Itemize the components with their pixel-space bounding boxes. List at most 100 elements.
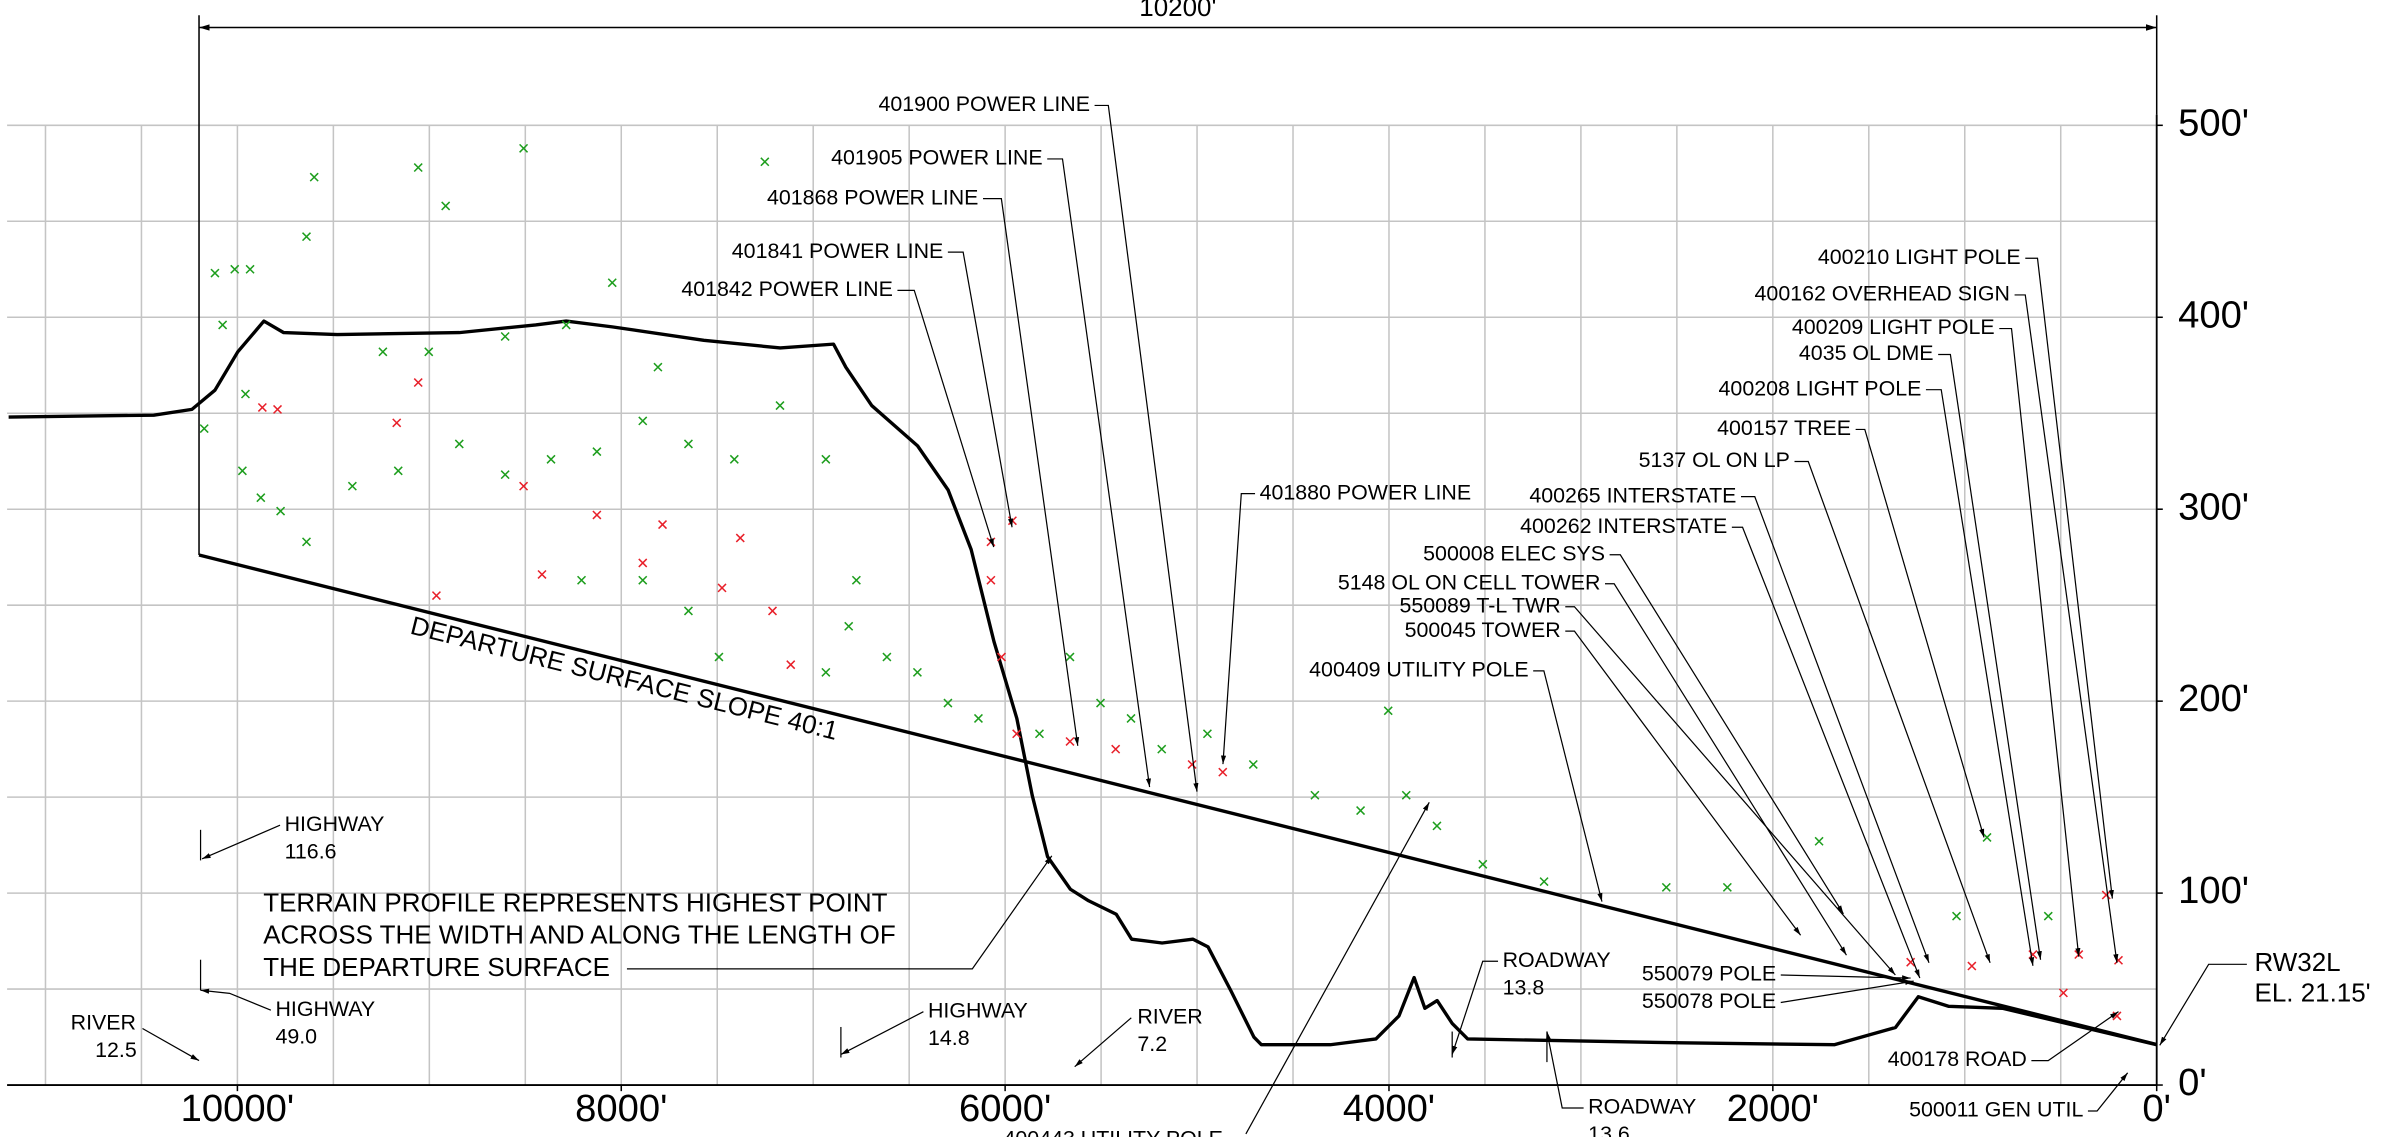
annotation-label: HIGHWAY <box>275 997 375 1021</box>
annotation-label: HIGHWAY <box>285 812 385 836</box>
leader-line <box>1925 389 2035 966</box>
annotation-label: 401905 POWER LINE <box>831 146 1042 170</box>
annotation-label: 5137 OL ON LP <box>1639 448 1790 472</box>
obstacle-marker <box>301 232 312 242</box>
annotation-label: 550089 T-L TWR <box>1400 593 1561 617</box>
obstacle-marker <box>638 416 648 426</box>
annotation-label: 14.8 <box>928 1026 970 1050</box>
leader-line <box>983 198 1080 746</box>
annotation-label: EL. 21.15' <box>2255 978 2371 1008</box>
obstacle-marker <box>1248 759 1258 770</box>
obstacle-marker <box>245 264 255 274</box>
surface-label: DEPARTURE SURFACE SLOPE 40:1 <box>408 610 841 746</box>
annotation-label: 500008 ELEC SYS <box>1423 541 1605 565</box>
dimension-label: 10200' <box>1139 0 1216 22</box>
obstacle-marker <box>519 143 529 153</box>
obstacle-marker <box>577 575 587 585</box>
obstacle-marker <box>546 454 556 464</box>
annotation-label: 13.8 <box>1503 975 1545 999</box>
obstacle-marker <box>735 533 745 543</box>
annotation-label: 400210 LIGHT POLE <box>1818 245 2021 269</box>
leader-line <box>1565 630 1802 936</box>
obstacle-marker <box>1952 911 1962 921</box>
x-tick-label: 2000' <box>1727 1087 1819 1130</box>
obstacle-marker <box>1661 882 1671 892</box>
obstacle-marker <box>882 652 892 662</box>
obstacle-marker <box>592 510 602 520</box>
leader-line <box>1533 670 1603 902</box>
leader-line <box>142 1027 200 1062</box>
obstacle-marker <box>218 320 228 330</box>
y-tick-label: 400' <box>2178 293 2249 336</box>
obstacle-marker <box>844 621 854 631</box>
annotation-label: 12.5 <box>95 1038 137 1062</box>
obstacle-marker <box>413 163 423 173</box>
obstacle-marker <box>424 347 434 357</box>
annotation-label: 401841 POWER LINE <box>732 239 943 263</box>
leader-line <box>1451 960 1499 1055</box>
leader-line <box>2031 1011 2119 1062</box>
x-tick-label: 8000' <box>575 1087 667 1130</box>
obstacle-marker <box>1906 957 1916 967</box>
y-tick-label: 500' <box>2178 101 2249 144</box>
obstacle-marker <box>2058 988 2068 998</box>
obstacle-marker <box>1401 790 1411 800</box>
x-tick-label: 6000' <box>959 1087 1051 1130</box>
obstacle-marker <box>454 439 464 449</box>
y-tick-label: 100' <box>2178 869 2249 912</box>
obstacle-marker <box>683 606 693 616</box>
annotation-label: 4035 OL DME <box>1799 341 1934 365</box>
obstacle-marker <box>1356 806 1366 816</box>
terrain-profile <box>8 319 2158 1047</box>
obstacle-marker <box>537 569 547 579</box>
annotation-label: 500045 TOWER <box>1405 618 1561 642</box>
obstacle-marker <box>273 404 283 414</box>
annotation-label: 400443 UTILITY POLE <box>1004 1127 1223 1137</box>
annotation-label: 400178 ROAD <box>1888 1047 2027 1071</box>
annotation-label: 401900 POWER LINE <box>879 92 1090 116</box>
annotation-label: 400208 LIGHT POLE <box>1719 376 1922 400</box>
x-tick-label: 0' <box>2142 1087 2171 1130</box>
obstacle-marker <box>2101 890 2111 900</box>
annotation-label: RW32L <box>2255 947 2341 977</box>
obstacle-marker <box>347 481 357 491</box>
leader-line <box>1546 1031 1584 1109</box>
annotation-label: 400265 INTERSTATE <box>1529 483 1736 507</box>
obstacle-marker <box>592 447 602 457</box>
obstacle-marker <box>821 454 831 464</box>
obstacle-marker <box>973 713 983 723</box>
leader-line <box>2087 1072 2129 1112</box>
obstacle-marker <box>775 401 785 411</box>
annotation-label: 13.6 <box>1588 1122 1630 1137</box>
obstacle-marker <box>607 278 617 288</box>
obstacle-marker <box>1722 882 1732 892</box>
leader-line <box>897 289 995 548</box>
obstacle-marker <box>821 667 831 677</box>
obstacle-marker <box>1432 821 1442 831</box>
leader-line <box>1605 583 1847 956</box>
obstacle-marker <box>1383 706 1393 716</box>
leader-line <box>2159 963 2247 1046</box>
obstacle-marker <box>714 652 724 662</box>
obstacle-marker <box>638 558 648 568</box>
obstacle-marker <box>413 378 423 388</box>
annotation-label: 400162 OVERHEAD SIGN <box>1755 282 2010 306</box>
obstacle-marker <box>1310 790 1320 800</box>
y-tick-label: 300' <box>2178 485 2249 528</box>
leader-line <box>1565 606 1896 976</box>
leader-line <box>1094 104 1199 792</box>
obstacle-marker <box>1111 744 1121 754</box>
leader-line <box>1938 353 2042 960</box>
annotation-label: 500011 GEN UTIL <box>1909 1098 2083 1122</box>
obstacle-marker <box>1478 859 1488 869</box>
leader-line <box>1074 1017 1132 1068</box>
obstacle-marker <box>1539 877 1549 887</box>
obstacle-marker <box>1202 729 1212 739</box>
annotation-label: 401880 POWER LINE <box>1260 480 1471 504</box>
annotation-label: 400409 UTILITY POLE <box>1309 658 1528 682</box>
obstacle-marker <box>276 506 286 516</box>
annotation-label: 7.2 <box>1137 1032 1167 1056</box>
obstacle-marker <box>500 331 510 341</box>
obstacle-marker <box>760 157 770 167</box>
